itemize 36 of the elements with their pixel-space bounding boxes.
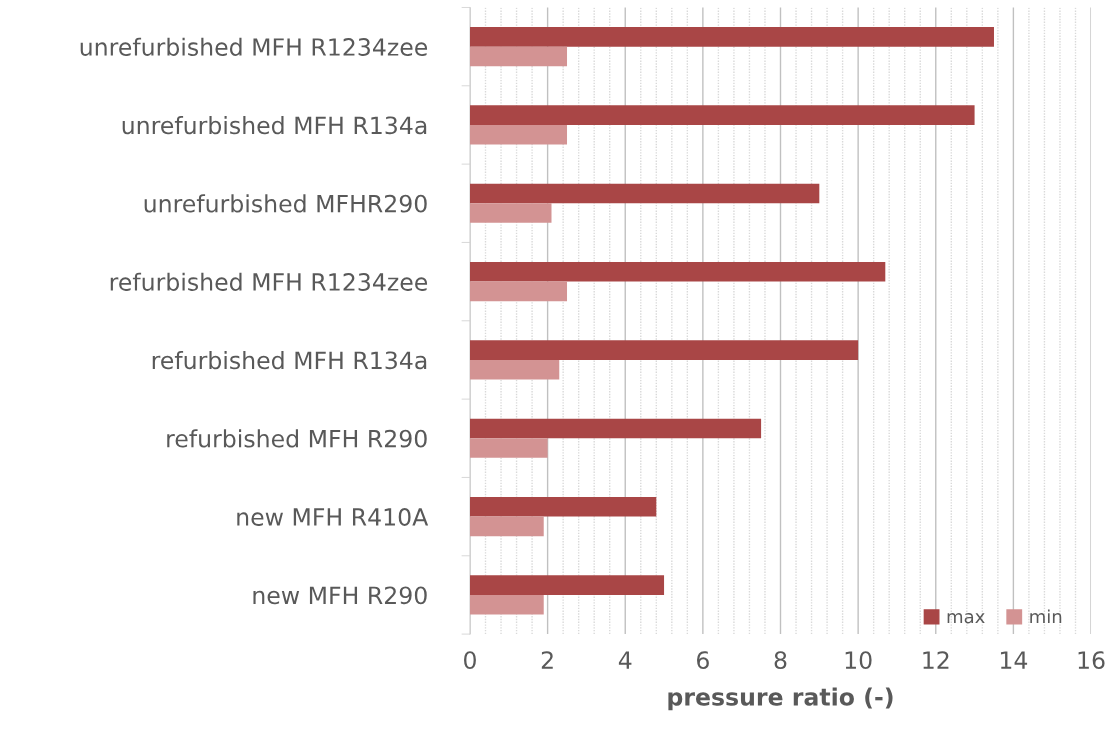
x-tick-label: 4 xyxy=(618,651,632,669)
y-tick-label: unrefurbished MFH R1234zee xyxy=(80,37,428,56)
bar xyxy=(469,594,544,615)
bar xyxy=(469,359,560,380)
bar xyxy=(469,105,975,125)
y-tick-label: new MFH R410A xyxy=(237,508,429,526)
bar xyxy=(469,262,886,282)
x-tick-label: 14 xyxy=(1000,651,1028,669)
bar xyxy=(469,124,568,145)
bar xyxy=(469,418,762,439)
legend-label: min xyxy=(1030,609,1062,624)
y-tick-label: refurbished MFH R134a xyxy=(152,350,427,370)
legend-label: max xyxy=(947,613,985,624)
x-tick-label: 10 xyxy=(845,651,872,670)
x-axis-title: pressure ratio (-) xyxy=(668,687,893,711)
bar xyxy=(469,46,568,67)
x-tick-label: 2 xyxy=(541,651,553,669)
bar xyxy=(469,438,548,458)
x-tick-label: 16 xyxy=(1078,651,1105,670)
x-tick-label: 8 xyxy=(774,651,787,670)
y-tick-label: refurbished MFH R1234zee xyxy=(110,272,428,291)
x-tick-label: 12 xyxy=(923,651,949,669)
bar xyxy=(469,281,568,302)
bar xyxy=(469,497,657,517)
bar xyxy=(469,516,544,537)
x-tick-label: 0 xyxy=(464,651,476,670)
x-tick-label: 6 xyxy=(697,651,709,670)
bar xyxy=(469,203,552,223)
y-tick-label: new MFH R290 xyxy=(253,586,427,605)
y-tick-label: unrefurbished MFH R134a xyxy=(122,115,427,135)
bar xyxy=(469,575,665,595)
bar xyxy=(469,183,820,204)
y-tick-label: unrefurbished MFHR290 xyxy=(144,194,427,213)
bar xyxy=(469,27,994,47)
y-tick-label: refurbished MFH R290 xyxy=(167,429,427,448)
bar xyxy=(469,340,859,360)
